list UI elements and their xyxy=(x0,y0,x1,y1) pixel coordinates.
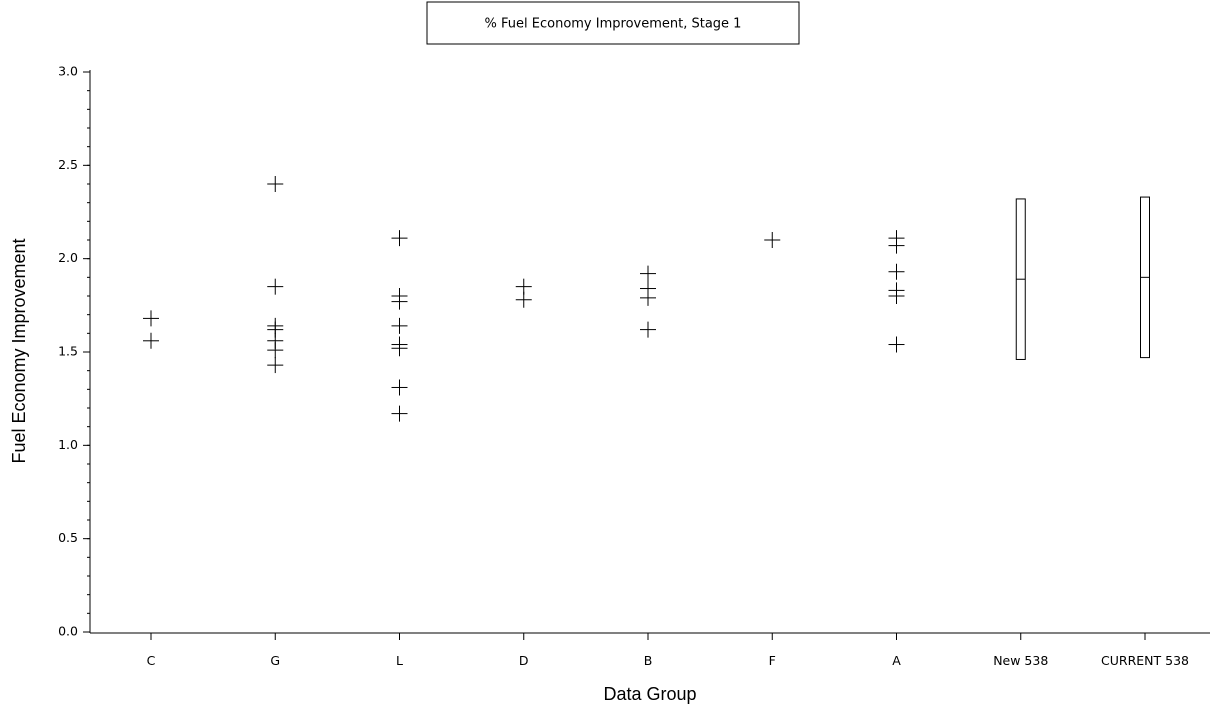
data-point xyxy=(640,289,656,306)
data-point xyxy=(391,340,408,357)
y-tick-label: 2.5 xyxy=(58,157,78,172)
x-tick-label: C xyxy=(147,653,156,668)
data-point xyxy=(391,293,408,310)
data-point xyxy=(267,342,284,359)
data-point xyxy=(267,176,284,192)
data-point xyxy=(888,336,905,353)
title-box: % Fuel Economy Improvement, Stage 1 xyxy=(426,1,800,45)
x-ticks: C G L D B F A New 538 CURRENT 538 xyxy=(147,633,1189,668)
y-tick-label: 1.0 xyxy=(58,437,78,452)
y-tick-label: 2.0 xyxy=(58,250,78,265)
data-point xyxy=(888,263,905,280)
data-point xyxy=(764,232,781,248)
data-point xyxy=(640,265,656,282)
data-point xyxy=(888,288,905,304)
title-frame xyxy=(426,1,800,45)
y-tick-label: 3.0 xyxy=(58,64,78,79)
data-point xyxy=(143,332,159,349)
data-point xyxy=(888,237,905,254)
data-point xyxy=(391,379,408,396)
range-boxes xyxy=(1015,196,1150,360)
data-point xyxy=(267,357,284,374)
x-tick-label: New 538 xyxy=(993,653,1048,668)
x-axis-title: Data Group xyxy=(603,684,696,704)
chart-title: % Fuel Economy Improvement, Stage 1 xyxy=(485,17,742,32)
range-box xyxy=(1015,198,1026,360)
y-axis-title: Fuel Economy Improvement xyxy=(9,238,29,463)
data-point xyxy=(143,310,159,327)
data-point xyxy=(515,291,532,308)
data-point xyxy=(391,317,408,334)
data-markers xyxy=(143,176,905,422)
x-tick-label: L xyxy=(396,653,403,668)
data-point xyxy=(640,321,656,338)
y-major-ticks: 0.0 0.5 1.0 1.5 2.0 2.5 3.0 xyxy=(58,64,90,639)
x-tick-label: D xyxy=(519,653,529,668)
x-tick-label: G xyxy=(270,653,280,668)
x-tick-label: A xyxy=(892,653,901,668)
x-tick-label: B xyxy=(644,653,653,668)
x-tick-label: F xyxy=(769,653,776,668)
data-point xyxy=(391,230,408,247)
data-point xyxy=(267,278,284,295)
x-tick-label: CURRENT 538 xyxy=(1101,653,1189,668)
range-box xyxy=(1140,196,1150,359)
y-tick-label: 1.5 xyxy=(58,344,78,359)
data-point xyxy=(391,405,408,422)
y-tick-label: 0.0 xyxy=(58,624,78,639)
y-tick-label: 0.5 xyxy=(58,530,78,545)
plot-area: 0.0 0.5 1.0 1.5 2.0 2.5 3.0 C G L D B F A New 538 CURR… xyxy=(58,64,1210,668)
y-minor-ticks xyxy=(87,71,90,633)
